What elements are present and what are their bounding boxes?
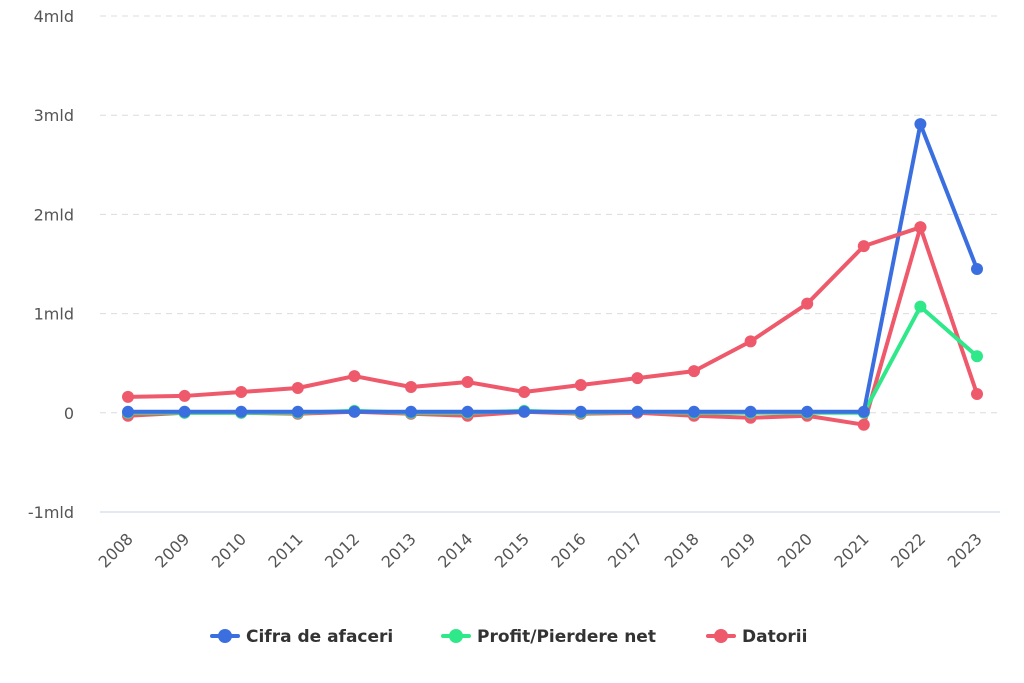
series-line: [126, 304, 979, 415]
y-tick-label: -1mld: [28, 503, 74, 522]
data-point[interactable]: [574, 405, 587, 418]
legend-item[interactable]: Datorii: [706, 627, 807, 647]
data-point[interactable]: [122, 390, 134, 403]
data-point[interactable]: [688, 365, 700, 378]
data-point[interactable]: [518, 405, 531, 418]
data-point[interactable]: [235, 405, 248, 418]
data-point[interactable]: [857, 418, 870, 431]
data-point[interactable]: [744, 405, 757, 418]
x-tick-label: 2019: [717, 529, 759, 571]
data-point[interactable]: [857, 405, 870, 418]
x-tick-label: 2014: [434, 529, 476, 571]
x-tick-label: 2011: [264, 529, 306, 571]
x-tick-label: 2012: [321, 529, 363, 571]
x-tick-label: 2009: [151, 529, 193, 571]
data-point[interactable]: [461, 405, 474, 418]
legend-marker-icon: [714, 629, 728, 643]
y-tick-label: 0: [64, 404, 74, 423]
data-point[interactable]: [801, 297, 814, 310]
data-point[interactable]: [914, 118, 927, 131]
x-tick-label: 2018: [661, 529, 703, 571]
x-tick-label: 2021: [830, 529, 872, 571]
x-tick-label: 2016: [547, 529, 589, 571]
legend-marker-icon: [449, 629, 463, 643]
legend-marker-icon: [218, 629, 232, 643]
y-tick-label: 4mld: [34, 7, 74, 26]
legend[interactable]: Cifra de afaceri Profit/Pierdere net Dator…: [210, 627, 807, 647]
data-point[interactable]: [348, 405, 361, 418]
data-point[interactable]: [914, 300, 927, 313]
data-point[interactable]: [235, 385, 248, 398]
data-point[interactable]: [914, 221, 927, 234]
data-point[interactable]: [405, 405, 417, 418]
series-line: [126, 225, 979, 427]
data-point[interactable]: [971, 387, 983, 400]
series-datorii-secondary: [122, 221, 983, 431]
y-axis-ticks: 4mld 3mld 2mld 1mld 0 -1mld: [28, 7, 74, 522]
x-tick-label: 2020: [774, 529, 816, 571]
data-point[interactable]: [178, 389, 191, 402]
y-tick-label: 1mld: [34, 305, 74, 324]
data-point[interactable]: [631, 372, 644, 385]
data-point[interactable]: [291, 382, 304, 394]
data-point[interactable]: [518, 385, 531, 398]
series-line: [126, 122, 979, 414]
data-point[interactable]: [801, 405, 814, 418]
x-tick-label: 2008: [95, 529, 137, 571]
series-cifra: [122, 118, 983, 418]
data-point[interactable]: [348, 370, 361, 383]
legend-label: Profit/Pierdere net: [477, 627, 656, 647]
data-point[interactable]: [744, 335, 757, 348]
data-point[interactable]: [857, 240, 870, 253]
x-axis-ticks: 2008 2009 2010 2011 2012 2013 2014 2015 2016 2017…: [95, 529, 986, 571]
legend-label: Cifra de afaceri: [246, 627, 393, 647]
legend-item[interactable]: Profit/Pierdere net: [441, 627, 656, 647]
data-point[interactable]: [461, 376, 474, 389]
x-tick-label: 2022: [887, 529, 929, 571]
y-tick-label: 2mld: [34, 205, 74, 224]
x-tick-label: 2010: [208, 529, 250, 571]
series-profit: [122, 300, 983, 419]
grid-lines: [100, 15, 1000, 513]
data-point[interactable]: [122, 405, 134, 418]
data-point[interactable]: [291, 405, 304, 418]
data-point[interactable]: [631, 405, 644, 418]
legend-item[interactable]: Cifra de afaceri: [210, 627, 393, 647]
y-tick-label: 3mld: [34, 106, 74, 125]
series-layer: [122, 118, 983, 431]
data-point[interactable]: [688, 405, 700, 418]
data-point[interactable]: [178, 405, 191, 418]
x-tick-label: 2013: [378, 529, 420, 571]
data-point[interactable]: [574, 379, 587, 392]
data-point[interactable]: [405, 381, 417, 394]
series-line: [126, 225, 923, 399]
data-point[interactable]: [971, 350, 983, 363]
series-datorii-main: [122, 221, 927, 403]
data-point[interactable]: [971, 262, 983, 275]
x-tick-label: 2017: [604, 529, 646, 571]
legend-label: Datorii: [742, 627, 807, 647]
x-tick-label: 2015: [491, 529, 533, 571]
x-tick-label: 2023: [944, 529, 986, 571]
